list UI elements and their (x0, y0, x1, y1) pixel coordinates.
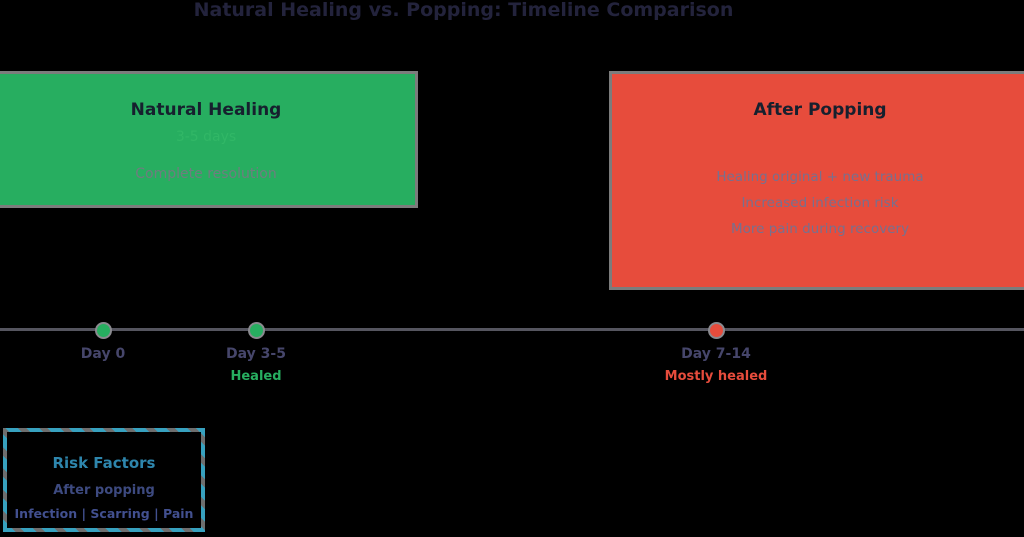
timeline-day-label: Day 3-5 (226, 346, 286, 362)
timeline-sublabel: Healed (230, 369, 282, 384)
after-popping-note: More pain during recovery (730, 221, 910, 237)
risk-factors-context: After popping (53, 483, 155, 498)
timeline-axis (0, 328, 1024, 331)
after-popping-note: Healing original + new trauma (716, 169, 924, 185)
after-popping-note: Increased infection risk (741, 195, 899, 211)
timeline-sublabel: Mostly healed (664, 369, 768, 384)
natural-healing-note: Complete resolution (135, 166, 277, 182)
natural-healing-card: Natural Healing 3-5 days Complete resolu… (0, 71, 418, 208)
page-title: Natural Healing vs. Popping: Timeline Co… (193, 0, 734, 21)
timeline-dot-icon (708, 322, 725, 339)
risk-factors-list: Infection | Scarring | Pain (14, 506, 194, 521)
timeline-dot-icon (248, 322, 265, 339)
after-popping-notes: Healing original + new trauma Increased … (612, 164, 1024, 242)
after-popping-card: After Popping Healing original + new tra… (609, 71, 1024, 290)
risk-factors-box: Risk Factors After popping Infection | S… (3, 428, 205, 532)
timeline-day-label: Day 0 (80, 346, 126, 362)
timeline-dot-icon (95, 322, 112, 339)
after-popping-heading: After Popping (753, 100, 887, 120)
timeline-day-label: Day 7-14 (681, 346, 751, 362)
natural-healing-heading: Natural Healing (130, 100, 282, 120)
risk-factors-title: Risk Factors (52, 454, 156, 472)
natural-healing-duration: 3-5 days (175, 129, 237, 145)
